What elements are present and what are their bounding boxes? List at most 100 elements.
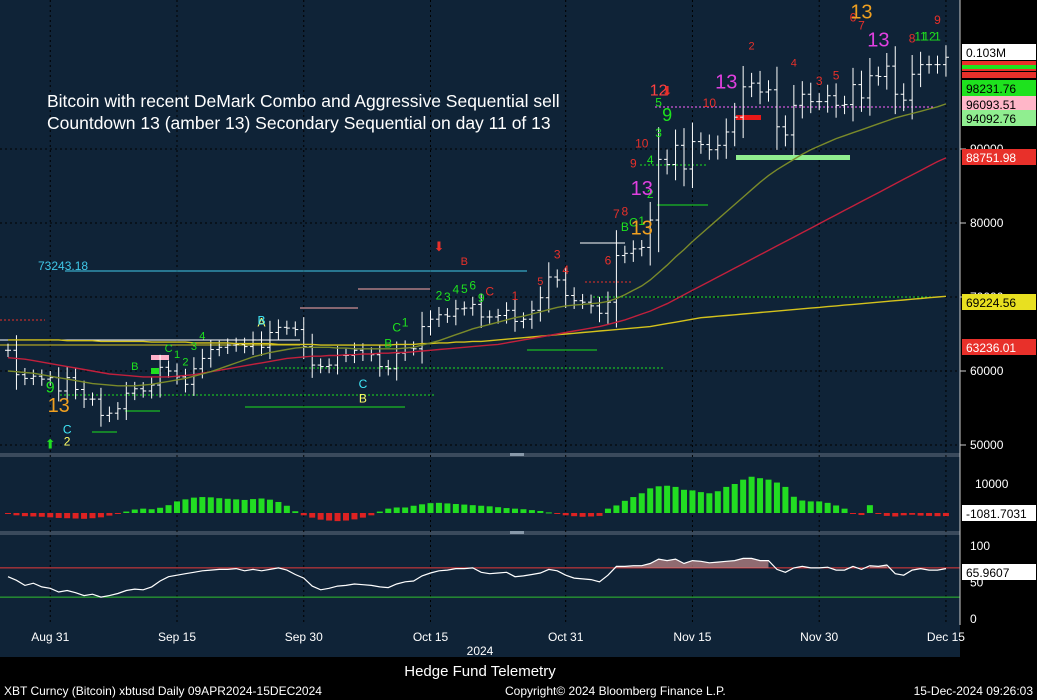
price-bar bbox=[469, 296, 476, 316]
td-count-label: B bbox=[131, 361, 138, 373]
price-bar bbox=[942, 45, 949, 77]
macd-bar bbox=[773, 482, 780, 513]
td-count-label: 4 bbox=[453, 283, 460, 297]
watermark: Hedge Fund Telemetry bbox=[404, 663, 556, 680]
value-tag-label: 94092.76 bbox=[966, 112, 1016, 126]
td-count-label: 5 bbox=[655, 96, 662, 110]
buy-arrow-icon: ⬆ bbox=[45, 438, 56, 453]
price-bar bbox=[300, 317, 307, 360]
macd-bar bbox=[461, 504, 468, 513]
macd-bar bbox=[647, 488, 654, 513]
td-count-label: 13 bbox=[850, 2, 872, 24]
value-tag bbox=[962, 149, 1036, 165]
macd-bar bbox=[266, 499, 273, 513]
macd-bar bbox=[157, 507, 164, 513]
price-bar bbox=[30, 369, 37, 386]
price-bar bbox=[47, 371, 54, 386]
td-count-label: 1 bbox=[174, 349, 180, 361]
y-tick-label: 60000 bbox=[970, 364, 1004, 378]
price-bar bbox=[545, 262, 552, 313]
price-bar bbox=[757, 70, 764, 105]
price-bar bbox=[419, 311, 426, 364]
plot-background bbox=[0, 0, 960, 657]
macd-bar bbox=[917, 513, 924, 516]
x-tick-label: Nov 15 bbox=[673, 630, 711, 644]
td-count-label: B bbox=[359, 392, 367, 406]
price-bar bbox=[909, 55, 916, 120]
td-count-label: 9 bbox=[934, 13, 941, 27]
price-bar bbox=[233, 337, 240, 352]
macd-bar bbox=[613, 505, 620, 513]
macd-bar bbox=[410, 505, 417, 513]
price-bar bbox=[604, 291, 611, 324]
price-bar bbox=[512, 299, 518, 332]
rsi-y-tick-label: 0 bbox=[970, 612, 977, 626]
macd-bar bbox=[799, 500, 806, 513]
macd-bar bbox=[900, 513, 907, 516]
macd-bar bbox=[427, 503, 434, 513]
macd-bar bbox=[630, 497, 637, 513]
macd-bar bbox=[452, 504, 459, 513]
macd-bar bbox=[123, 511, 130, 513]
price-bar bbox=[461, 301, 468, 316]
macd-bar bbox=[537, 510, 544, 513]
td-count-label: 9 bbox=[662, 105, 672, 125]
macd-bar bbox=[816, 501, 823, 513]
price-bar bbox=[452, 299, 459, 326]
macd-bar bbox=[233, 499, 240, 513]
macd-bar bbox=[697, 492, 704, 513]
td-count-label: 13 bbox=[867, 30, 889, 52]
timestamp: 15-Dec-2024 09:26:03 bbox=[913, 684, 1033, 698]
price-bar bbox=[528, 300, 535, 329]
macd-bar bbox=[131, 509, 138, 513]
macd-bar bbox=[30, 513, 37, 517]
price-bar bbox=[740, 65, 747, 139]
macd-bar bbox=[554, 513, 561, 514]
td-count-label: C bbox=[63, 423, 72, 437]
td-count-label: 4 bbox=[199, 331, 205, 343]
macd-bar bbox=[343, 513, 349, 521]
macd-bar bbox=[486, 506, 493, 513]
td-risk-bar bbox=[151, 368, 159, 374]
price-bar bbox=[157, 354, 164, 398]
price-bar bbox=[21, 367, 28, 386]
x-tick-label: Oct 31 bbox=[548, 630, 584, 644]
price-bar bbox=[875, 66, 882, 86]
td-count-label: 13 bbox=[631, 178, 653, 200]
price-bar bbox=[748, 72, 755, 98]
td-count-label: 7 bbox=[613, 207, 620, 221]
td-count-label: 3 bbox=[444, 290, 451, 304]
divider-handle[interactable] bbox=[510, 531, 524, 534]
td-count-label: 6 bbox=[850, 10, 857, 24]
price-bar bbox=[376, 344, 383, 377]
price-bar bbox=[883, 52, 890, 90]
panel-divider[interactable] bbox=[0, 453, 960, 457]
macd-bar bbox=[875, 513, 882, 514]
macd-bar bbox=[934, 513, 941, 517]
td-count-label: 6 bbox=[469, 278, 476, 292]
macd-bar bbox=[55, 513, 62, 518]
price-bar bbox=[926, 55, 933, 74]
price-bar bbox=[275, 319, 282, 341]
macd-bar bbox=[275, 501, 282, 513]
price-bar bbox=[816, 93, 823, 111]
footer: Hedge Fund Telemetry XBT Curncy (Bitcoin… bbox=[0, 657, 1037, 700]
annotation-line-2: Countdown 13 (amber 13) Secondary Sequen… bbox=[47, 113, 551, 133]
divider-handle[interactable] bbox=[510, 453, 524, 456]
td-count-label: 12 bbox=[922, 29, 936, 43]
td-count-label: 4 bbox=[647, 153, 654, 167]
price-bar bbox=[106, 406, 113, 423]
panel-divider[interactable] bbox=[0, 531, 960, 535]
macd-bar bbox=[165, 505, 172, 513]
macd-bar bbox=[512, 508, 518, 513]
price-bar bbox=[714, 135, 721, 160]
macd-bar bbox=[292, 511, 299, 513]
price-bar bbox=[131, 381, 138, 401]
price-bar bbox=[486, 310, 493, 324]
price-bar bbox=[697, 132, 704, 154]
td-count-label: 8 bbox=[909, 32, 916, 46]
value-tag bbox=[962, 110, 1036, 126]
macd-bar bbox=[182, 499, 189, 513]
macd-bar bbox=[664, 485, 671, 513]
macd-bar bbox=[444, 503, 451, 513]
